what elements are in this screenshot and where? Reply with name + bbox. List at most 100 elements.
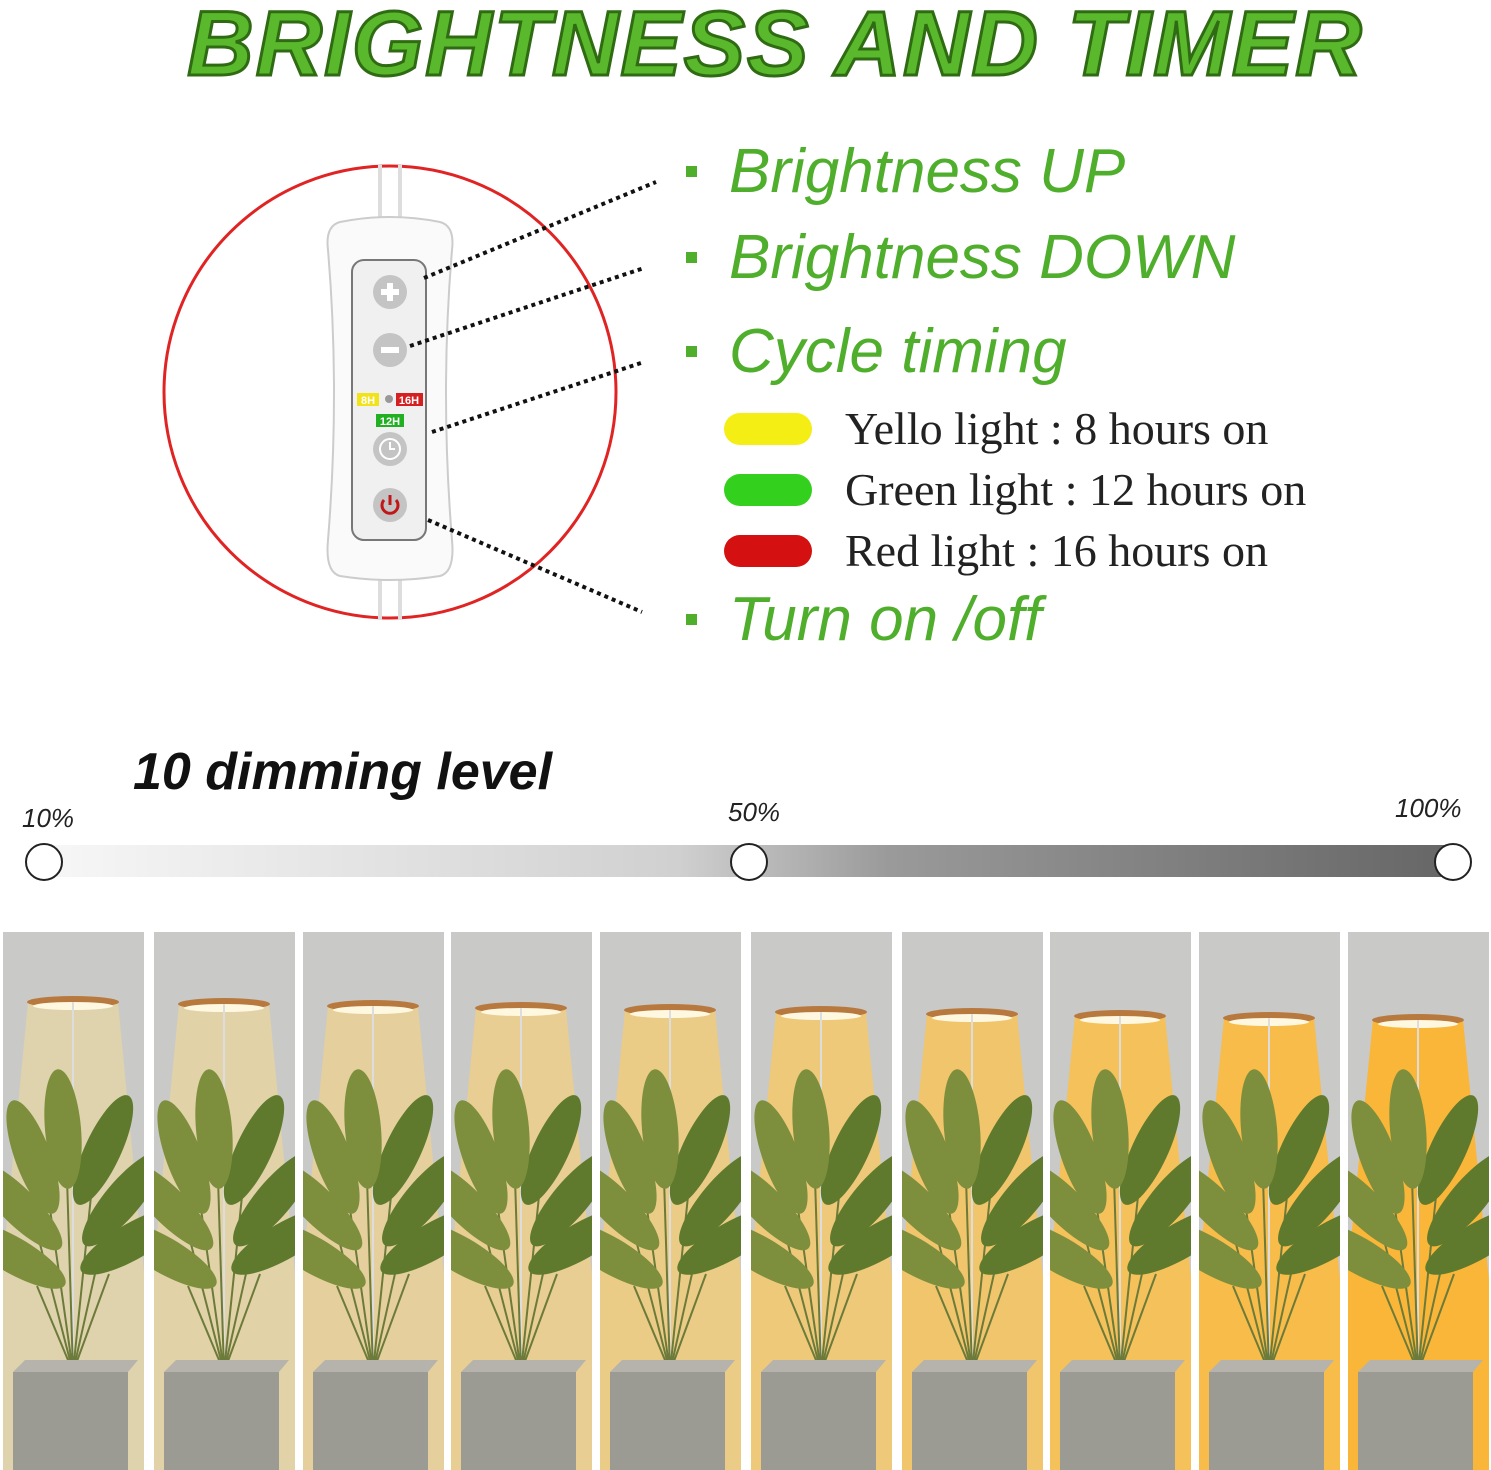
- plant-pot: [1060, 1372, 1175, 1470]
- leaf: [1348, 1221, 1411, 1289]
- dimming-example-40: [451, 932, 592, 1470]
- leaf: [454, 1100, 508, 1214]
- timer-label-8h: 8H: [361, 395, 375, 407]
- leaf: [979, 1207, 1043, 1275]
- power-button-icon: [373, 488, 407, 522]
- leaf: [1351, 1100, 1405, 1214]
- leaf: [451, 1221, 514, 1289]
- leaf: [1276, 1207, 1340, 1275]
- function-cycle-timing: Cycle timing: [686, 316, 1067, 387]
- function-turn-on-off: Turn on /off: [686, 584, 1041, 655]
- leaf: [303, 1221, 366, 1289]
- green-swatch: [724, 473, 812, 506]
- plant-pot: [1358, 1372, 1473, 1470]
- bullet-icon: [686, 166, 697, 177]
- leaf: [1119, 1095, 1181, 1205]
- plant-pot: [313, 1372, 428, 1470]
- label-10: 10%: [22, 803, 75, 833]
- timer-label-12h: 12H: [380, 416, 400, 428]
- leaf: [1278, 1151, 1340, 1247]
- leaf: [154, 1221, 217, 1289]
- leaf: [154, 1161, 214, 1251]
- leaf: [231, 1207, 295, 1275]
- leaf: [157, 1100, 211, 1214]
- dimming-example-10: [3, 932, 144, 1470]
- leaf: [600, 1221, 663, 1289]
- leaf: [528, 1207, 592, 1275]
- leaf: [233, 1151, 295, 1247]
- bullet-icon: [686, 346, 697, 357]
- leaf: [380, 1207, 444, 1275]
- legend-green: Green light : 12 hours on: [724, 463, 1306, 516]
- leaf: [943, 1069, 981, 1189]
- leaf: [1240, 1069, 1278, 1189]
- leaf: [679, 1151, 741, 1247]
- leaf: [677, 1207, 741, 1275]
- leaf: [828, 1207, 892, 1275]
- knob-10: [25, 843, 63, 881]
- leaf: [520, 1095, 582, 1205]
- leaf: [754, 1100, 808, 1214]
- page-title: BRIGHTNESS AND TIMER: [186, 0, 1364, 97]
- leaf: [1389, 1069, 1427, 1189]
- clock-button-icon: [373, 432, 407, 466]
- leaf: [6, 1100, 60, 1214]
- leaf: [603, 1100, 657, 1214]
- function-brightness-up: Brightness UP: [686, 136, 1125, 207]
- plus-button-icon: [373, 275, 407, 309]
- leaf: [1129, 1151, 1191, 1247]
- leaf: [1427, 1151, 1489, 1247]
- leaf: [905, 1100, 959, 1214]
- leaf: [1348, 1161, 1408, 1251]
- leaf: [981, 1151, 1043, 1247]
- dimming-example-80: [1050, 932, 1191, 1470]
- label-50: 50%: [728, 797, 781, 827]
- leaf: [344, 1069, 382, 1189]
- knob-50: [730, 843, 768, 881]
- dimming-example-70: [902, 932, 1043, 1470]
- plant-pot: [164, 1372, 279, 1470]
- leaf: [82, 1151, 144, 1247]
- leaf: [751, 1161, 811, 1251]
- leaf: [382, 1151, 444, 1247]
- leaf: [195, 1069, 233, 1189]
- bullet-icon: [686, 252, 697, 263]
- leaf: [1417, 1095, 1479, 1205]
- dimming-example-60: [751, 932, 892, 1470]
- plant-pot: [610, 1372, 725, 1470]
- bullet-icon: [686, 614, 697, 625]
- callout-lines: [409, 180, 657, 614]
- dimming-example-50: [600, 932, 741, 1470]
- leaf: [1050, 1221, 1113, 1289]
- leaf: [1127, 1207, 1191, 1275]
- leaf: [451, 1161, 511, 1251]
- leaf: [902, 1161, 962, 1251]
- dimming-title: 10 dimming level: [133, 743, 553, 801]
- dimming-example-100: [1348, 932, 1489, 1470]
- highlight-ring: [162, 164, 618, 620]
- leaf: [792, 1069, 830, 1189]
- plant-pot: [1209, 1372, 1324, 1470]
- leaf: [751, 1221, 814, 1289]
- leaf: [372, 1095, 434, 1205]
- leaf: [600, 1161, 660, 1251]
- knob-100: [1434, 843, 1472, 881]
- leaf: [830, 1151, 892, 1247]
- leaf: [223, 1095, 285, 1205]
- dimming-example-90: [1199, 932, 1340, 1470]
- leaf: [1053, 1100, 1107, 1214]
- leaf: [306, 1100, 360, 1214]
- leaf: [971, 1095, 1033, 1205]
- function-brightness-down: Brightness DOWN: [686, 222, 1235, 293]
- leaf: [492, 1069, 530, 1189]
- leaf: [641, 1069, 679, 1189]
- dimming-example-20: [154, 932, 295, 1470]
- leaf: [80, 1207, 144, 1275]
- leaf: [902, 1221, 965, 1289]
- leaf: [1199, 1161, 1259, 1251]
- leaf: [1268, 1095, 1330, 1205]
- leaf: [72, 1095, 134, 1205]
- leaf: [1050, 1161, 1110, 1251]
- leaf: [1199, 1221, 1262, 1289]
- yellow-swatch: [724, 412, 812, 445]
